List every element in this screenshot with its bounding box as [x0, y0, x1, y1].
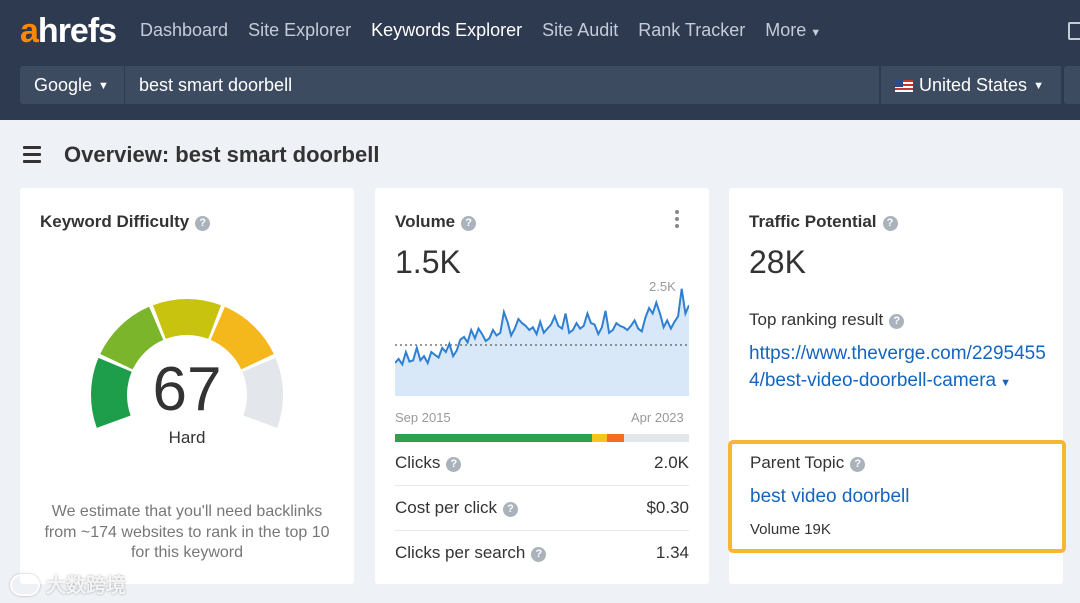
trend-start-date: Sep 2015 [395, 410, 451, 425]
metric-value: 1.34 [655, 543, 689, 562]
main-nav: Dashboard Site Explorer Keywords Explore… [140, 20, 821, 41]
country-label: United States [919, 75, 1028, 95]
trend-end-date: Apr 2023 [631, 410, 684, 425]
metric-label: Clicks? [395, 453, 462, 473]
nav-site-explorer[interactable]: Site Explorer [248, 20, 352, 40]
difficulty-description: We estimate that you'll need backlinks f… [44, 503, 330, 561]
difficulty-level: Hard [168, 428, 206, 447]
chevron-down-icon: ▼ [1033, 80, 1044, 92]
country-select[interactable]: United States ▼ [881, 66, 1061, 104]
metric-label: Clicks per search? [395, 543, 547, 563]
difficulty-score: 67 [152, 355, 222, 424]
search-engine-label: Google [34, 75, 93, 95]
metric-value: 2.0K [654, 453, 689, 472]
help-icon[interactable]: ? [503, 502, 519, 517]
keyword-difficulty-card: Keyword Difficulty? 67 Hard We estimate … [20, 188, 354, 584]
chevron-down-icon: ▼ [810, 27, 822, 39]
search-bar: Google ▼ United States ▼ [20, 66, 1080, 104]
help-icon[interactable]: ? [882, 216, 898, 231]
search-engine-select[interactable]: Google ▼ [20, 66, 124, 104]
page-title: Overview: best smart doorbell [64, 142, 380, 167]
distribution-segment [591, 434, 607, 442]
gauge-segment [210, 306, 274, 370]
traffic-potential-card: Traffic Potential? 28K Top ranking resul… [729, 188, 1063, 584]
volume-value: 1.5K [395, 244, 461, 280]
nav-rank-tracker[interactable]: Rank Tracker [638, 20, 746, 40]
traffic-potential-value: 28K [749, 244, 806, 280]
window-icon[interactable] [1068, 22, 1080, 40]
us-flag-icon [895, 80, 913, 92]
trend-axis-max: 2.5K [649, 279, 676, 294]
nav-dashboard[interactable]: Dashboard [140, 20, 229, 40]
nav-more-label: More [765, 20, 807, 40]
help-icon[interactable]: ? [850, 457, 866, 472]
volume-trend-chart [395, 288, 689, 396]
help-icon[interactable]: ? [461, 216, 477, 231]
trend-line [395, 288, 689, 367]
distribution-segment [606, 434, 625, 442]
metric-value: $0.30 [646, 498, 689, 517]
top-navigation-bar: ahrefs Dashboard Site Explorer Keywords … [0, 0, 1080, 120]
gauge-segment [100, 306, 164, 370]
parent-topic-link[interactable]: best video doorbell [750, 486, 910, 507]
more-options-icon[interactable] [673, 210, 681, 231]
ahrefs-logo[interactable]: ahrefs [20, 12, 117, 50]
chevron-down-icon[interactable]: ▼ [1000, 377, 1012, 389]
volume-heading: Volume? [395, 212, 477, 232]
help-icon[interactable]: ? [446, 457, 462, 472]
traffic-potential-heading: Traffic Potential? [749, 212, 898, 232]
click-distribution-bar [395, 434, 689, 442]
gauge-segment [91, 357, 132, 428]
watermark-logo-icon [10, 574, 40, 596]
distribution-segment [395, 434, 592, 442]
top-ranking-label: Top ranking result? [749, 310, 905, 330]
nav-keywords-explorer[interactable]: Keywords Explorer [371, 20, 523, 40]
metric-clicks-per-search: Clicks per search? 1.34 [395, 530, 689, 574]
gauge-segment [242, 357, 283, 428]
parent-topic-label: Parent Topic? [750, 453, 866, 473]
help-icon[interactable]: ? [195, 216, 211, 231]
volume-card: Volume? 1.5K 2.5K Sep 2015 Apr 2023 Clic… [375, 188, 709, 584]
parent-topic-volume: Volume 19K [750, 521, 831, 538]
parent-topic-highlight [728, 440, 1066, 553]
search-options-button[interactable] [1064, 66, 1080, 104]
nav-site-audit[interactable]: Site Audit [542, 20, 619, 40]
help-icon[interactable]: ? [889, 314, 905, 329]
top-ranking-url-link[interactable]: https://www.theverge.com/22954554/best-v… [749, 343, 1046, 391]
keyword-difficulty-heading: Keyword Difficulty? [40, 212, 211, 232]
distribution-segment [624, 434, 689, 442]
trend-area [395, 288, 689, 396]
chevron-down-icon: ▼ [98, 80, 109, 92]
help-icon[interactable]: ? [531, 547, 547, 562]
gauge-segment [152, 299, 222, 339]
difficulty-gauge [91, 299, 283, 428]
nav-more-menu[interactable]: More ▼ [765, 20, 821, 41]
metric-clicks: Clicks? 2.0K [395, 441, 689, 485]
metric-label: Cost per click? [395, 498, 519, 518]
watermark: 大数跨境 [10, 569, 126, 598]
keyword-input[interactable] [125, 66, 879, 104]
metric-cost-per-click: Cost per click? $0.30 [395, 485, 689, 529]
menu-icon[interactable] [23, 146, 41, 167]
